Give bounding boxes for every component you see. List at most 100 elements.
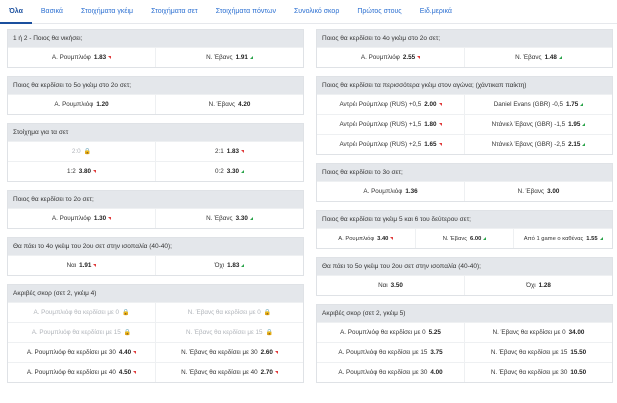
outcome-button[interactable]: Ν. Έβανς 1.48 [464, 48, 612, 67]
tab-4[interactable]: Στοιχήματα πόντων [215, 7, 276, 15]
tab-3[interactable]: Στοιχήματα σετ [151, 7, 198, 15]
market-card: Ποιος θα κερδίσει το 3ο σετ; Α. Ρουμπλιόφ… [316, 163, 613, 202]
market-row: 1:2 3.80 0:2 3.30 [8, 161, 303, 181]
tab-7[interactable]: Ειδ.μερικά [419, 7, 452, 15]
market-title: Ποιος θα κερδίσει το 3ο σετ; [317, 164, 612, 181]
market-title: Στοίχημα για τα σετ [8, 124, 303, 141]
outcome-label: Ν. Έβανς [206, 54, 233, 61]
outcome-button[interactable]: Αντρέι Ρούμπλεφ (RUS) +0,5 2.00 [317, 95, 464, 114]
outcome-button[interactable]: Α. Ρουμπλιόφ 3.40 [317, 229, 415, 248]
outcome-button[interactable]: Ν. Έβανς θα κερδίσει με 40 2.70 [155, 363, 303, 382]
outcome-button[interactable]: Ναι 3.50 [317, 276, 464, 295]
outcome-label: Ναι [378, 282, 388, 289]
market-card: Θα πάει το 5ο γκέιμ του 2ου σετ στην ισο… [316, 257, 613, 296]
market-row: Α. Ρουμπλιόφ θα κερδίσει με 30 4.00 Ν. Έβα… [317, 362, 612, 382]
odds-value: 3.50 [390, 282, 403, 289]
outcome-button[interactable]: Ν. Έβανς 3.00 [464, 182, 612, 201]
arrow-down-icon [438, 103, 442, 106]
tab-6[interactable]: Πρώτος στους [357, 7, 402, 15]
outcome-button[interactable]: Α. Ρουμπλιόφ θα κερδίσει με 30 4.40 [8, 343, 155, 362]
lock-icon: 🔒 [265, 330, 274, 336]
outcome-button[interactable]: 1:2 3.80 [8, 162, 155, 181]
odds-value: 4.20 [238, 101, 251, 108]
outcome-button[interactable]: Όχι 1.28 [464, 276, 612, 295]
outcome-button[interactable]: Α. Ρουμπλιόφ θα κερδίσει με 30 4.00 [317, 363, 464, 382]
arrow-up-icon [558, 56, 562, 59]
arrow-down-icon [274, 351, 278, 354]
arrow-up-icon [483, 237, 487, 240]
market-card: Στοίχημα για τα σετ 2:0 🔒 2:1 1.83 1:2 3.80 0:2… [7, 123, 304, 182]
arrow-down-icon [417, 56, 421, 59]
outcome-button[interactable]: Ντάνιελ Έβανς (GBR) -1,5 1.95 [464, 115, 612, 134]
outcome-button[interactable]: Α. Ρουμπλιόφ 2.55 [317, 48, 464, 67]
outcome-button[interactable]: Daniel Evans (GBR) -0,5 1.75 [464, 95, 612, 114]
odds-value: 3.80 [78, 168, 92, 175]
outcome-button[interactable]: 0:2 3.30 [155, 162, 303, 181]
outcome-button[interactable]: Αντρέι Ρούμπλεφ (RUS) +2,5 1.65 [317, 135, 464, 154]
odds-value: 3.30 [235, 215, 248, 222]
outcome-label: Ντάνιελ Έβανς (GBR) -1,5 [491, 121, 566, 128]
outcome-button[interactable]: Α. Ρουμπλιόφ θα κερδίσει με 40 4.50 [8, 363, 155, 382]
odds-value: 3.00 [547, 188, 560, 195]
outcome-button[interactable]: Α. Ρουμπλιόφ θα κερδίσει με 15 3.75 [317, 343, 464, 362]
outcome-label: Ν. Έβανς [206, 215, 233, 222]
outcome-button[interactable]: Ν. Έβανς 4.20 [155, 95, 303, 114]
arrow-down-icon [133, 351, 137, 354]
outcome-button[interactable]: Από 1 game ο καθένας 1.55 [513, 229, 612, 248]
market-card: 1 ή 2 - Ποιος θα νικήσει; Α. Ρουμπλιόφ 1.8… [7, 29, 304, 68]
market-card: Ποιος θα κερδίσει το 5ο γκέιμ στο 2ο σετ… [7, 76, 304, 115]
tab-2[interactable]: Στοιχήματα γκέιμ [80, 7, 134, 15]
market-row: 2:0 🔒 2:1 1.83 [8, 141, 303, 161]
market-title: 1 ή 2 - Ποιος θα νικήσει; [8, 30, 303, 47]
arrow-down-icon [241, 150, 245, 153]
odds-value: 1.48 [544, 54, 557, 61]
outcome-button[interactable]: Ν. Έβανς θα κερδίσει με 30 10.50 [464, 363, 612, 382]
market-tabs: Όλα Βασικά Στοιχήματα γκέιμ Στοιχήματα σετ Σ… [0, 0, 617, 24]
odds-value: 1.75 [566, 101, 579, 108]
outcome-button[interactable]: Ν. Έβανς 6.00 [414, 229, 514, 248]
outcome-button[interactable]: Ντάνιελ Έβανς (GBR) -2,5 2.15 [464, 135, 612, 154]
tab-5[interactable]: Συνολικό σκορ [293, 7, 340, 15]
outcome-label: Ν. Έβανς [208, 101, 236, 108]
arrow-down-icon [274, 371, 278, 374]
outcome-button[interactable]: Ν. Έβανς 1.91 [155, 48, 303, 67]
odds-value: 6.00 [470, 235, 482, 242]
market-title: Ποιος θα κερδίσει τα περισσότερα γκέιμ σ… [317, 77, 612, 94]
outcome-button[interactable]: Αντρέι Ρούμπλεφ (RUS) +1,5 1.80 [317, 115, 464, 134]
outcome-button[interactable]: Ναι 1.91 [8, 256, 155, 275]
outcome-label: Α. Ρουμπλιόφ θα κερδίσει με 40 [26, 369, 116, 376]
outcome-button[interactable]: Α. Ρουμπλιόφ 1.36 [317, 182, 464, 201]
outcome-button[interactable]: Ν. Έβανς 3.30 [155, 209, 303, 228]
odds-value: 1.55 [586, 235, 598, 242]
outcome-button[interactable]: Όχι 1.83 [155, 256, 303, 275]
outcome-label: Ν. Έβανς θα κερδίσει με 15 [490, 349, 568, 356]
outcome-button[interactable]: Ν. Έβανς θα κερδίσει με 30 2.60 [155, 343, 303, 362]
arrow-down-icon [93, 170, 97, 173]
markets-right-column: Ποιος θα κερδίσει το 4ο γκέιμ στο 2ο σετ… [316, 29, 613, 391]
outcome-label: Α. Ρουμπλιόφ [51, 54, 91, 61]
lock-icon: 🔒 [83, 149, 92, 155]
outcome-button[interactable]: Ν. Έβανς θα κερδίσει με 0 34.00 [464, 323, 612, 342]
tab-1[interactable]: Βασικά [40, 7, 63, 15]
outcome-label: Α. Ρουμπλιόφ θα κερδίσει με 0 [340, 329, 426, 336]
outcome-button[interactable]: Α. Ρουμπλιόφ θα κερδίσει με 0 5.25 [317, 323, 464, 342]
odds-value: 1.83 [93, 54, 107, 61]
odds-value: 1.95 [568, 121, 581, 128]
outcome-button[interactable]: Α. Ρουμπλιόφ 1.83 [8, 48, 155, 67]
market-title: Θα πάει το 5ο γκέιμ του 2ου σετ στην ισο… [317, 258, 612, 275]
lock-icon: 🔒 [122, 310, 130, 316]
market-row: Α. Ρουμπλιόφ θα κερδίσει με 0 5.25 Ν. Έβαν… [317, 322, 612, 342]
tab-0[interactable]: Όλα [0, 0, 32, 24]
outcome-button[interactable]: 2:1 1.83 [155, 142, 303, 161]
outcome-label: Αντρέι Ρούμπλεφ (RUS) +1,5 [339, 121, 422, 128]
outcome-button[interactable]: Α. Ρουμπλιόφ 1.20 [8, 95, 155, 114]
odds-value: 1.65 [424, 141, 437, 148]
outcome-button[interactable]: Α. Ρουμπλιόφ 1.30 [8, 209, 155, 228]
outcome-label: Από 1 game ο καθένας [523, 235, 584, 242]
outcome-label: Ν. Έβανς θα κερδίσει με 30 [181, 349, 258, 356]
arrow-up-icon [582, 143, 586, 146]
market-card: Ακριβές σκορ (σετ 2, γκέιμ 5) Α. Ρουμπλιό… [316, 304, 613, 383]
odds-value: 1.80 [424, 121, 437, 128]
outcome-locked: Α. Ρουμπλιόφ θα κερδίσει με 15 🔒 [8, 323, 155, 342]
outcome-button[interactable]: Ν. Έβανς θα κερδίσει με 15 15.50 [464, 343, 612, 362]
